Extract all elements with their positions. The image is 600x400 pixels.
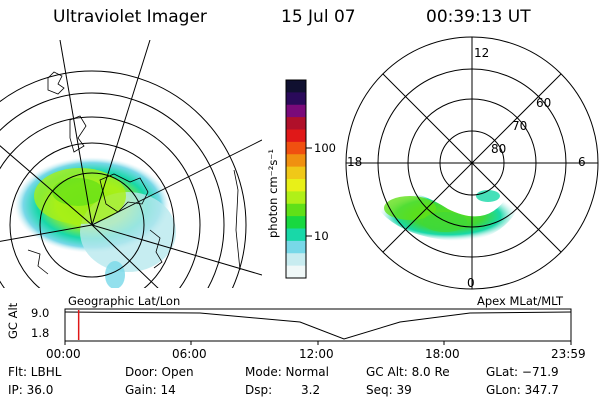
gc-alt-curve	[64, 311, 572, 340]
timeline-ytick-1.8: 1.8	[31, 326, 50, 340]
mlt-label-6: 6	[578, 155, 586, 169]
date-label: 15 Jul 07	[281, 7, 356, 27]
timeline-xtick-1800: 18:00	[425, 347, 460, 361]
colorbar-segment	[286, 203, 306, 217]
time-label: 00:39:13 UT	[426, 7, 531, 27]
colorbar-segment	[286, 129, 306, 143]
colorbar-segment	[286, 265, 306, 279]
timeline-xtick-2359: 23:59	[551, 347, 586, 361]
instrument-title: Ultraviolet Imager	[53, 7, 207, 27]
glon-status: GLon: 347.7	[486, 383, 559, 397]
filter-status: Flt: LBHL	[8, 365, 62, 379]
gc-alt-status: GC Alt: 8.0 Re	[366, 365, 450, 379]
colorbar-segment	[286, 216, 306, 229]
colorbar-segment	[286, 92, 306, 106]
timeline-ytick-9: 9.0	[31, 306, 50, 320]
dsp-value: 3.2	[301, 383, 321, 397]
colorbar-segment	[286, 154, 306, 168]
door-status: Door: Open	[125, 365, 194, 379]
colorbar-segment	[286, 240, 306, 254]
lon-lines	[0, 40, 262, 288]
polar-plot	[345, 36, 599, 290]
mode-status: Mode: Normal	[245, 365, 329, 379]
colorbar-segment	[286, 104, 306, 118]
gain-status: Gain: 14	[125, 383, 176, 397]
ip-status: IP: 36.0	[8, 383, 54, 397]
timeline-axis-label: GC Alt	[6, 302, 20, 339]
colorbar-unit-label: photon cm⁻²s⁻¹	[266, 149, 280, 238]
coastlines	[27, 71, 241, 275]
colorbar-frame	[285, 79, 307, 279]
mlat-label-70: 70	[512, 119, 528, 133]
polar-grid	[345, 36, 599, 290]
mlt-label-12: 12	[474, 46, 490, 60]
glat-status: GLat: −71.9	[486, 365, 559, 379]
geographic-map	[0, 40, 262, 288]
colorbar-tick-100: 100	[314, 141, 336, 155]
timeline-xtick-1200: 12:00	[299, 347, 334, 361]
timeline-xtick-0000: 00:00	[46, 347, 81, 361]
colorbar-segment	[286, 253, 306, 267]
seq-status: Seq: 39	[366, 383, 412, 397]
colorbar-segment	[286, 80, 306, 93]
lat-circles	[0, 70, 247, 288]
timeline-xtick-0600: 06:00	[172, 347, 207, 361]
mlat-label-80: 80	[491, 142, 507, 156]
colorbar	[286, 80, 306, 279]
mlat-label-60: 60	[536, 96, 552, 110]
polar-plot-caption: Apex MLat/MLT	[477, 294, 564, 308]
colorbar-segment	[286, 191, 306, 205]
geo-map-caption: Geographic Lat/Lon	[68, 294, 181, 308]
colorbar-segment	[286, 228, 306, 242]
colorbar-segment	[286, 141, 306, 155]
mlt-label-0: 0	[467, 276, 475, 290]
colorbar-segment	[286, 179, 306, 192]
colorbar-tick-10: 10	[314, 229, 329, 243]
colorbar-segment	[286, 117, 306, 130]
colorbar-segment	[286, 166, 306, 180]
mlt-label-18: 18	[347, 155, 363, 169]
timeline-panel	[64, 308, 572, 345]
dsp-status: Dsp:	[245, 383, 273, 397]
